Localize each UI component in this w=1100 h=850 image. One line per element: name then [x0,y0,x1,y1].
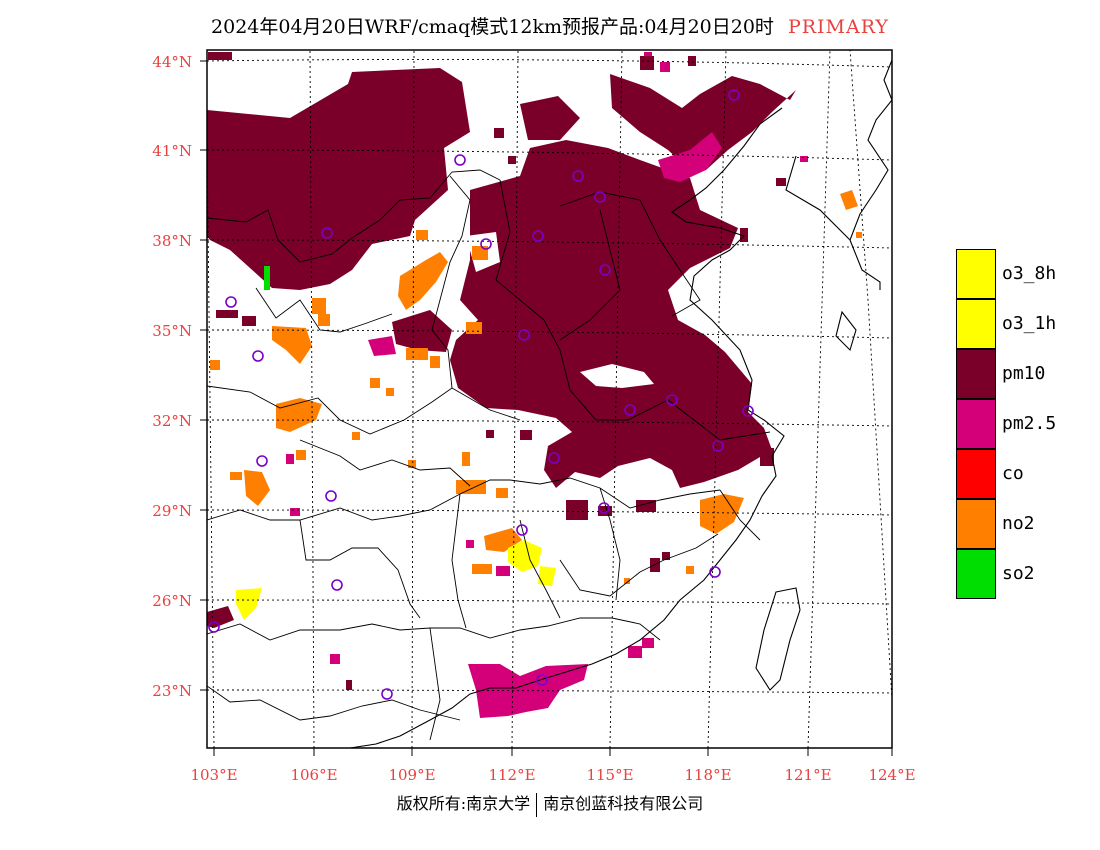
legend-item-pm25: pm2.5 [956,399,1096,449]
no2-patch-4 [700,494,744,534]
province-boundaries [207,169,771,741]
legend-item-o3-1h: o3_1h [956,299,1096,349]
lon-tick-label: 118°E [684,766,732,784]
legend-swatch [956,549,996,599]
legend-item-o3-8h: o3_8h [956,249,1096,299]
lat-tick-label: 29°N [152,502,192,520]
legend-item-pm10: pm10 [956,349,1096,399]
lon-tick-label: 109°E [388,766,436,784]
station-markers [208,89,754,700]
lon-tick-label: 121°E [784,766,832,784]
pm10-region-shanxi [392,310,452,352]
o3-patch-3 [538,566,556,586]
lon-tick-label: 112°E [488,766,536,784]
o3-patch-2 [236,588,262,620]
map-title: 2024年04月20日WRF/cmaq模式12km预报产品:04月20日20时 P… [0,12,1100,39]
legend-swatch [956,249,996,299]
pollution-layer [207,52,862,718]
footer-left: 版权所有:南京大学 [396,794,531,813]
lat-tick-label: 23°N [152,682,192,700]
lon-tick-label: 124°E [868,766,916,784]
lon-tick-label: 103°E [190,766,238,784]
map-frame [206,49,893,749]
primary-tag: PRIMARY [787,16,889,38]
no2-patch-2 [272,326,312,364]
lat-tick-label: 38°N [152,232,192,250]
lon-tick-label: 106°E [290,766,338,784]
legend-swatch [956,299,996,349]
tick-marks [200,60,893,756]
legend-swatch [956,349,996,399]
footer-right: 南京创蓝科技有限公司 [543,794,704,813]
lat-tick-label: 41°N [152,142,192,160]
lat-tick-label: 44°N [152,53,192,71]
title-text: 2024年04月20日WRF/cmaq模式12km预报产品:04月20日20时 [211,16,774,38]
legend-label: pm2.5 [1002,413,1057,434]
legend-label: o3_1h [1002,313,1057,334]
legend-item-so2: so2 [956,549,1096,599]
so2-patch [264,266,270,290]
o3-patch-1 [508,540,542,572]
pm10-region-upper-north [520,96,580,140]
pm25-patch-shanxi [368,336,396,356]
lat-tick-label: 35°N [152,322,192,340]
legend-label: so2 [1002,563,1035,584]
legend-item-co: co [956,449,1096,499]
footer-divider [536,792,538,817]
legend-swatch [956,399,996,449]
pm25-region-north [658,132,722,182]
legend-label: pm10 [1002,363,1046,384]
pm10-region-north [207,68,470,290]
lat-tick-label: 26°N [152,592,192,610]
legend-label: o3_8h [1002,263,1057,284]
lon-tick-label: 115°E [586,766,634,784]
pm10-region-northeast [610,74,796,170]
no2-patch-3 [276,398,322,432]
legend-swatch [956,499,996,549]
coastline [349,59,892,748]
legend-label: no2 [1002,513,1035,534]
legend-item-no2: no2 [956,499,1096,549]
lat-tick-label: 32°N [152,412,192,430]
no2-patch-7 [840,190,858,210]
copyright-footer: 版权所有:南京大学 南京创蓝科技有限公司 [0,790,1100,817]
no2-patch-1 [398,252,448,310]
legend-swatch [956,449,996,499]
legend-label: co [1002,463,1024,484]
no2-patch-5 [244,470,270,506]
